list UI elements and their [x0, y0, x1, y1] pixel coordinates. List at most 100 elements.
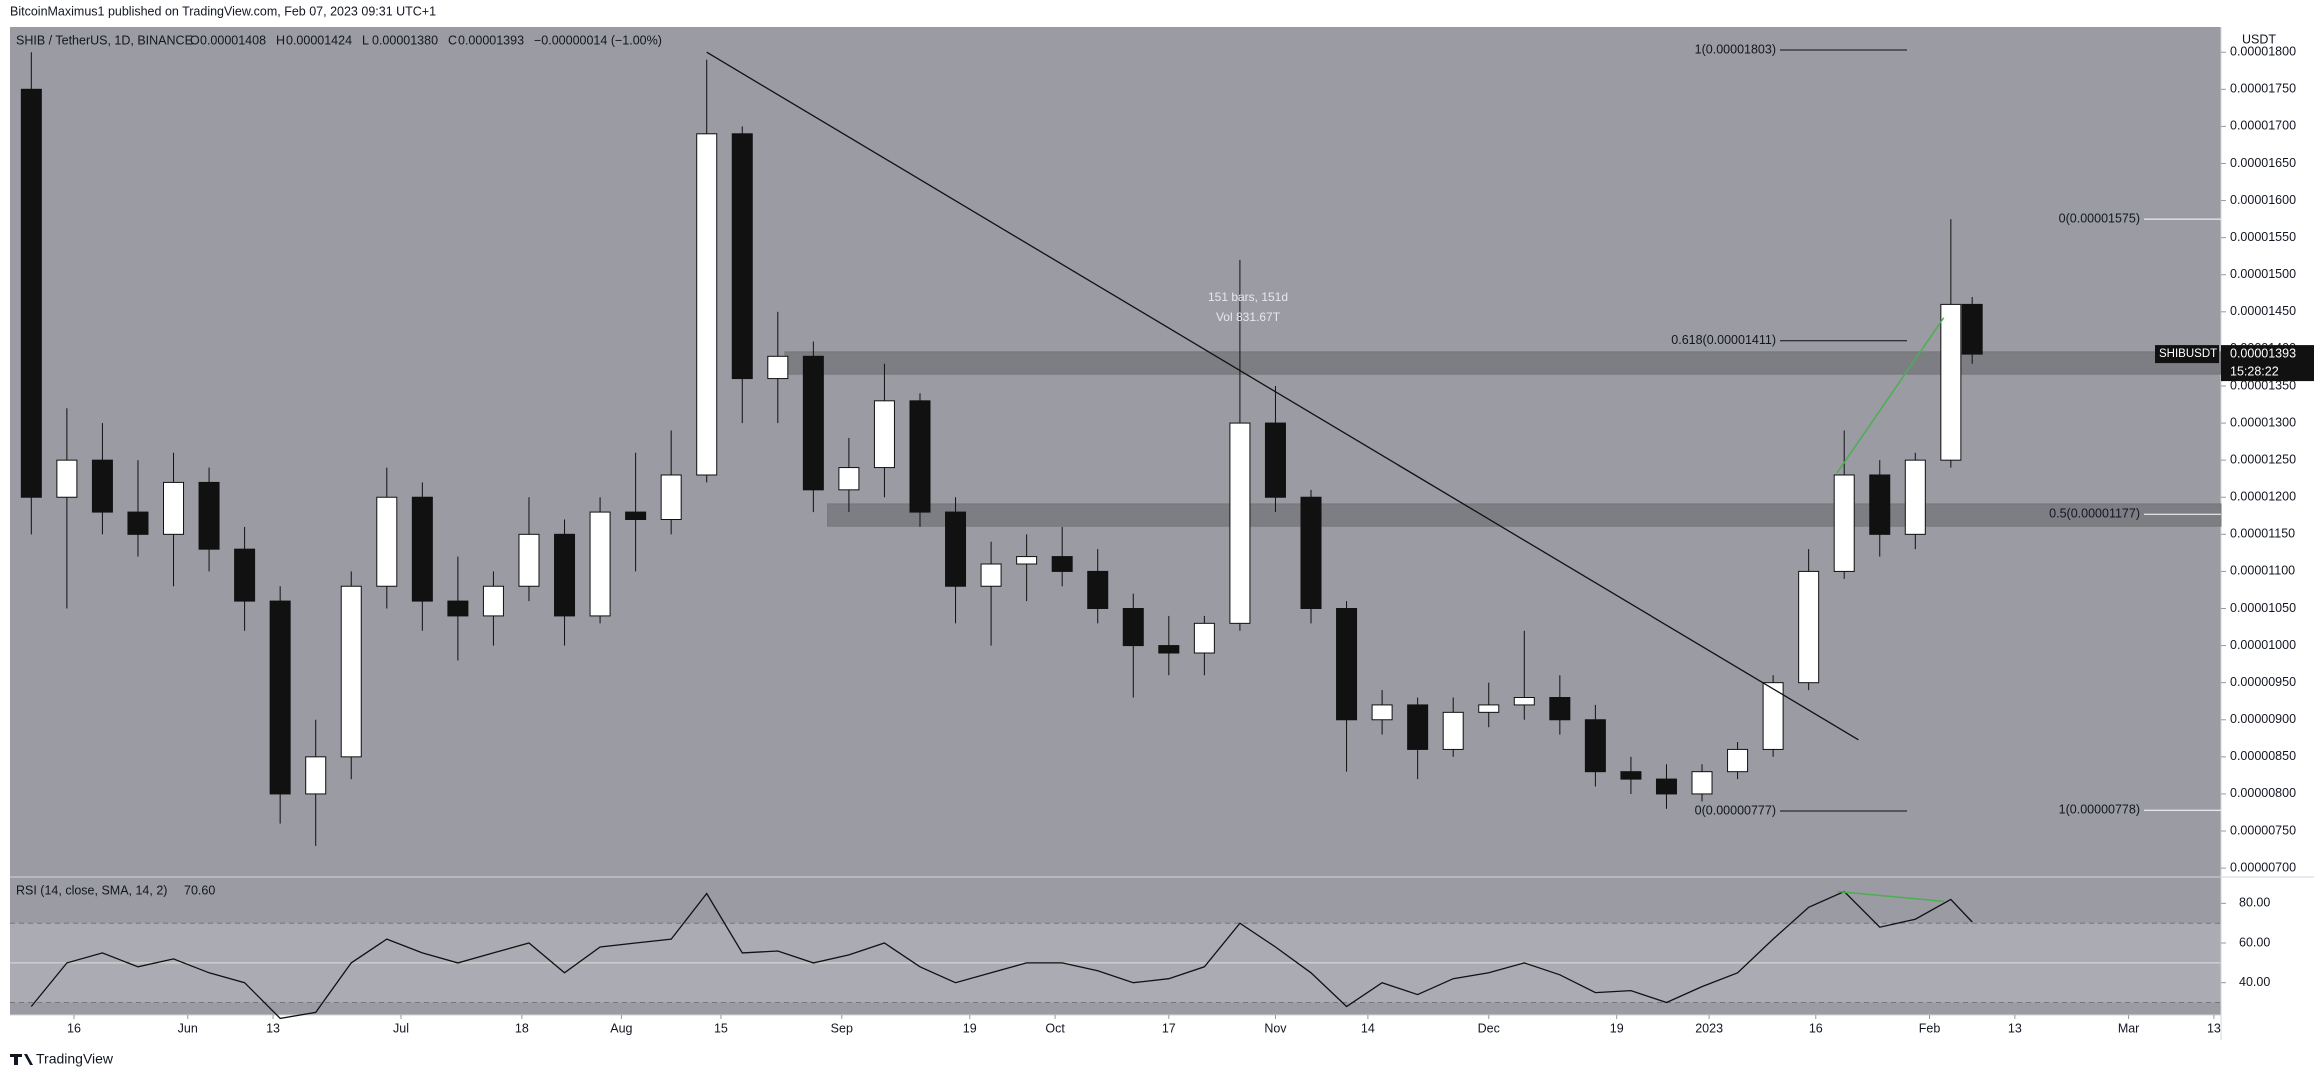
- y-tick-label: 0.00000900: [2230, 712, 2296, 726]
- x-tick-label: 13: [2207, 1021, 2221, 1035]
- candle: [873, 363, 895, 498]
- candle: [1264, 385, 1286, 513]
- y-tick-label: 0.00001000: [2230, 638, 2296, 652]
- y-tick-label: 0.00001250: [2230, 452, 2296, 466]
- candle: [1762, 675, 1784, 757]
- candle: [1478, 682, 1500, 728]
- x-tick-label: 16: [67, 1021, 81, 1035]
- candle: [234, 526, 256, 631]
- candle-body: [660, 474, 682, 520]
- candle-body: [625, 511, 647, 520]
- candle: [980, 541, 1002, 646]
- candle: [1940, 219, 1962, 468]
- candle-body: [234, 548, 256, 602]
- candle: [482, 571, 504, 646]
- candle-body: [127, 511, 149, 535]
- candle: [1300, 489, 1322, 624]
- candle-body: [447, 600, 469, 617]
- y-tick-label: 0.00001200: [2230, 490, 2296, 504]
- candle: [660, 430, 682, 535]
- candle: [1371, 690, 1393, 735]
- candle: [20, 52, 42, 535]
- candle-body: [1833, 474, 1855, 572]
- x-tick-label: 19: [1610, 1021, 1624, 1035]
- candle-body: [1727, 748, 1749, 773]
- price-tag-label: 0.00001393: [2230, 346, 2296, 360]
- candle-body: [1229, 422, 1251, 624]
- rsi-legend: RSI (14, close, SMA, 14, 2): [16, 883, 167, 897]
- resistance-zone: [827, 503, 2222, 527]
- candle-body: [909, 400, 931, 513]
- y-tick-label: 0.00000850: [2230, 749, 2296, 763]
- divergence-rsi: [1837, 890, 1944, 903]
- x-tick-label: 14: [1361, 1021, 1375, 1035]
- candle-body: [411, 496, 433, 602]
- candle: [376, 467, 398, 609]
- candle: [1407, 697, 1429, 780]
- candle: [625, 452, 647, 572]
- range-note: 151 bars, 151d: [1208, 290, 1288, 304]
- fib-label: 1(0.00000778): [2059, 803, 2140, 817]
- candle: [340, 571, 362, 780]
- divergence-price: [1836, 317, 1945, 474]
- candle-body: [1513, 697, 1535, 706]
- candle: [1655, 764, 1677, 809]
- candle: [1727, 742, 1749, 780]
- candle-body: [340, 585, 362, 758]
- candle-body: [198, 481, 220, 550]
- candle-body: [376, 496, 398, 587]
- candle-body: [1158, 645, 1180, 654]
- candle-body: [1300, 496, 1322, 610]
- ohlc-value: 0.00001380: [372, 33, 438, 47]
- candle-body: [1620, 771, 1642, 780]
- rsi-y-tick-label: 80.00: [2239, 896, 2270, 910]
- candle: [447, 556, 469, 661]
- candle: [731, 126, 753, 424]
- publisher: BitcoinMaximus1 published on TradingView…: [10, 4, 436, 18]
- candle-body: [1336, 608, 1358, 721]
- candle-body: [1442, 711, 1464, 750]
- fib-label: 0.618(0.00001411): [1671, 333, 1776, 347]
- candle: [1584, 704, 1606, 787]
- candle-body: [838, 467, 860, 491]
- rsi-y-tick-label: 40.00: [2239, 975, 2270, 989]
- x-tick-label: 15: [714, 1021, 728, 1035]
- x-tick-label: Feb: [1919, 1021, 1941, 1035]
- candle-body: [1549, 697, 1571, 721]
- candle: [1869, 460, 1891, 557]
- y-tick-label: 0.00000950: [2230, 675, 2296, 689]
- candle-body: [554, 533, 576, 617]
- candle: [411, 482, 433, 631]
- y-tick-label: 0.00001350: [2230, 378, 2296, 392]
- candle-body: [1584, 719, 1606, 773]
- candle-body: [945, 511, 967, 587]
- candle-body: [1407, 704, 1429, 750]
- y-tick-label: 0.00001500: [2230, 267, 2296, 281]
- rsi-line: [30, 890, 1973, 1020]
- candle: [1087, 549, 1109, 624]
- candle-body: [696, 133, 718, 476]
- y-tick-label: 0.00001450: [2230, 304, 2296, 318]
- y-tick-label: 0.00000700: [2230, 860, 2296, 874]
- x-tick-label: 16: [1809, 1021, 1823, 1035]
- candle: [802, 341, 824, 513]
- ohlc-key: C: [448, 33, 457, 47]
- y-tick-label: 0.00001650: [2230, 156, 2296, 170]
- candle-body: [1869, 474, 1891, 535]
- candle-body: [20, 88, 42, 498]
- x-tick-label: Jul: [393, 1021, 409, 1035]
- candle-body: [802, 355, 824, 491]
- candle: [91, 423, 113, 535]
- ohlc-value: 0.00001424: [286, 33, 352, 47]
- candle-body: [731, 133, 753, 380]
- candle-body: [56, 459, 78, 498]
- candle-body: [163, 481, 185, 535]
- candle: [945, 497, 967, 624]
- candle-body: [518, 533, 540, 587]
- price-tag-countdown: 15:28:22: [2230, 364, 2279, 378]
- ohlc-value: 0.00001393: [458, 33, 524, 47]
- x-tick-label: Aug: [610, 1021, 632, 1035]
- candle-body: [269, 600, 291, 795]
- candle-body: [1655, 778, 1677, 795]
